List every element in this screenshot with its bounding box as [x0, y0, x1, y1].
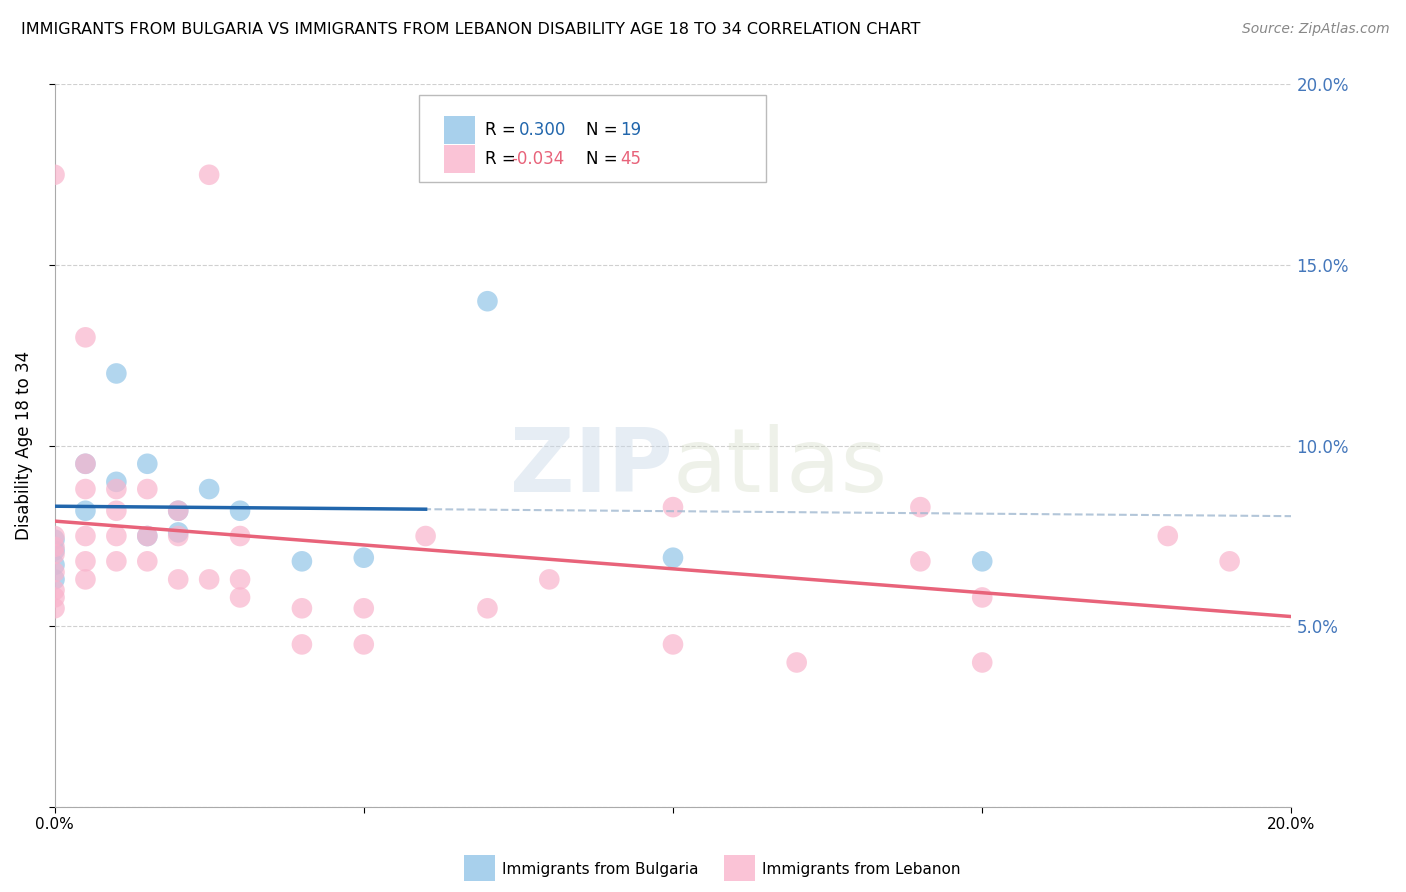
Point [75, 330, 97, 344]
Point [291, 601, 314, 615]
Point [1219, 554, 1241, 568]
Text: 19: 19 [620, 121, 641, 139]
Point [477, 294, 499, 309]
Point [477, 601, 499, 615]
Point [167, 573, 190, 587]
Point [75, 457, 97, 471]
Point [44, 558, 66, 572]
Point [415, 529, 437, 543]
Point [291, 637, 314, 651]
Point [167, 504, 190, 518]
Point [44, 573, 66, 587]
Point [353, 550, 375, 565]
Text: Immigrants from Lebanon: Immigrants from Lebanon [762, 863, 960, 877]
Point [136, 529, 159, 543]
Point [353, 601, 375, 615]
Point [167, 529, 190, 543]
Point [44, 543, 66, 558]
Point [105, 504, 128, 518]
Point [972, 656, 994, 670]
Point [44, 601, 66, 615]
Text: ZIP: ZIP [510, 424, 673, 511]
Point [75, 482, 97, 496]
Point [198, 482, 221, 496]
Point [44, 591, 66, 605]
Point [229, 591, 252, 605]
Point [229, 573, 252, 587]
Point [44, 583, 66, 598]
Point [105, 529, 128, 543]
Point [105, 367, 128, 381]
Point [538, 573, 561, 587]
Text: IMMIGRANTS FROM BULGARIA VS IMMIGRANTS FROM LEBANON DISABILITY AGE 18 TO 34 CORR: IMMIGRANTS FROM BULGARIA VS IMMIGRANTS F… [21, 22, 921, 37]
Point [136, 482, 159, 496]
Point [136, 457, 159, 471]
Point [786, 656, 808, 670]
Text: Source: ZipAtlas.com: Source: ZipAtlas.com [1241, 22, 1389, 37]
Y-axis label: Disability Age 18 to 34: Disability Age 18 to 34 [15, 351, 32, 541]
Point [662, 500, 685, 515]
Point [229, 529, 252, 543]
Point [75, 457, 97, 471]
Point [75, 573, 97, 587]
Point [44, 168, 66, 182]
Bar [444, 145, 475, 172]
Point [291, 554, 314, 568]
Point [198, 573, 221, 587]
Point [44, 540, 66, 554]
Point [167, 525, 190, 540]
Point [972, 591, 994, 605]
Text: atlas: atlas [673, 424, 889, 511]
Point [353, 637, 375, 651]
Text: N =: N = [586, 150, 619, 168]
Text: 45: 45 [620, 150, 641, 168]
Point [105, 554, 128, 568]
Point [136, 529, 159, 543]
Point [167, 504, 190, 518]
Point [44, 529, 66, 543]
Text: R =: R = [485, 121, 516, 139]
Point [44, 547, 66, 561]
Bar [444, 116, 475, 144]
Text: Immigrants from Bulgaria: Immigrants from Bulgaria [502, 863, 699, 877]
Text: -0.034: -0.034 [510, 150, 564, 168]
Point [910, 500, 932, 515]
Point [198, 168, 221, 182]
Point [662, 550, 685, 565]
Text: 0.300: 0.300 [519, 121, 565, 139]
Point [136, 554, 159, 568]
Point [1157, 529, 1180, 543]
Point [75, 529, 97, 543]
Point [105, 482, 128, 496]
Text: N =: N = [586, 121, 619, 139]
Point [972, 554, 994, 568]
Point [75, 504, 97, 518]
Point [662, 637, 685, 651]
FancyBboxPatch shape [419, 95, 766, 182]
Text: R =: R = [485, 150, 522, 168]
Point [229, 504, 252, 518]
Point [910, 554, 932, 568]
Point [75, 554, 97, 568]
Point [44, 565, 66, 579]
Point [44, 533, 66, 547]
Point [105, 475, 128, 489]
